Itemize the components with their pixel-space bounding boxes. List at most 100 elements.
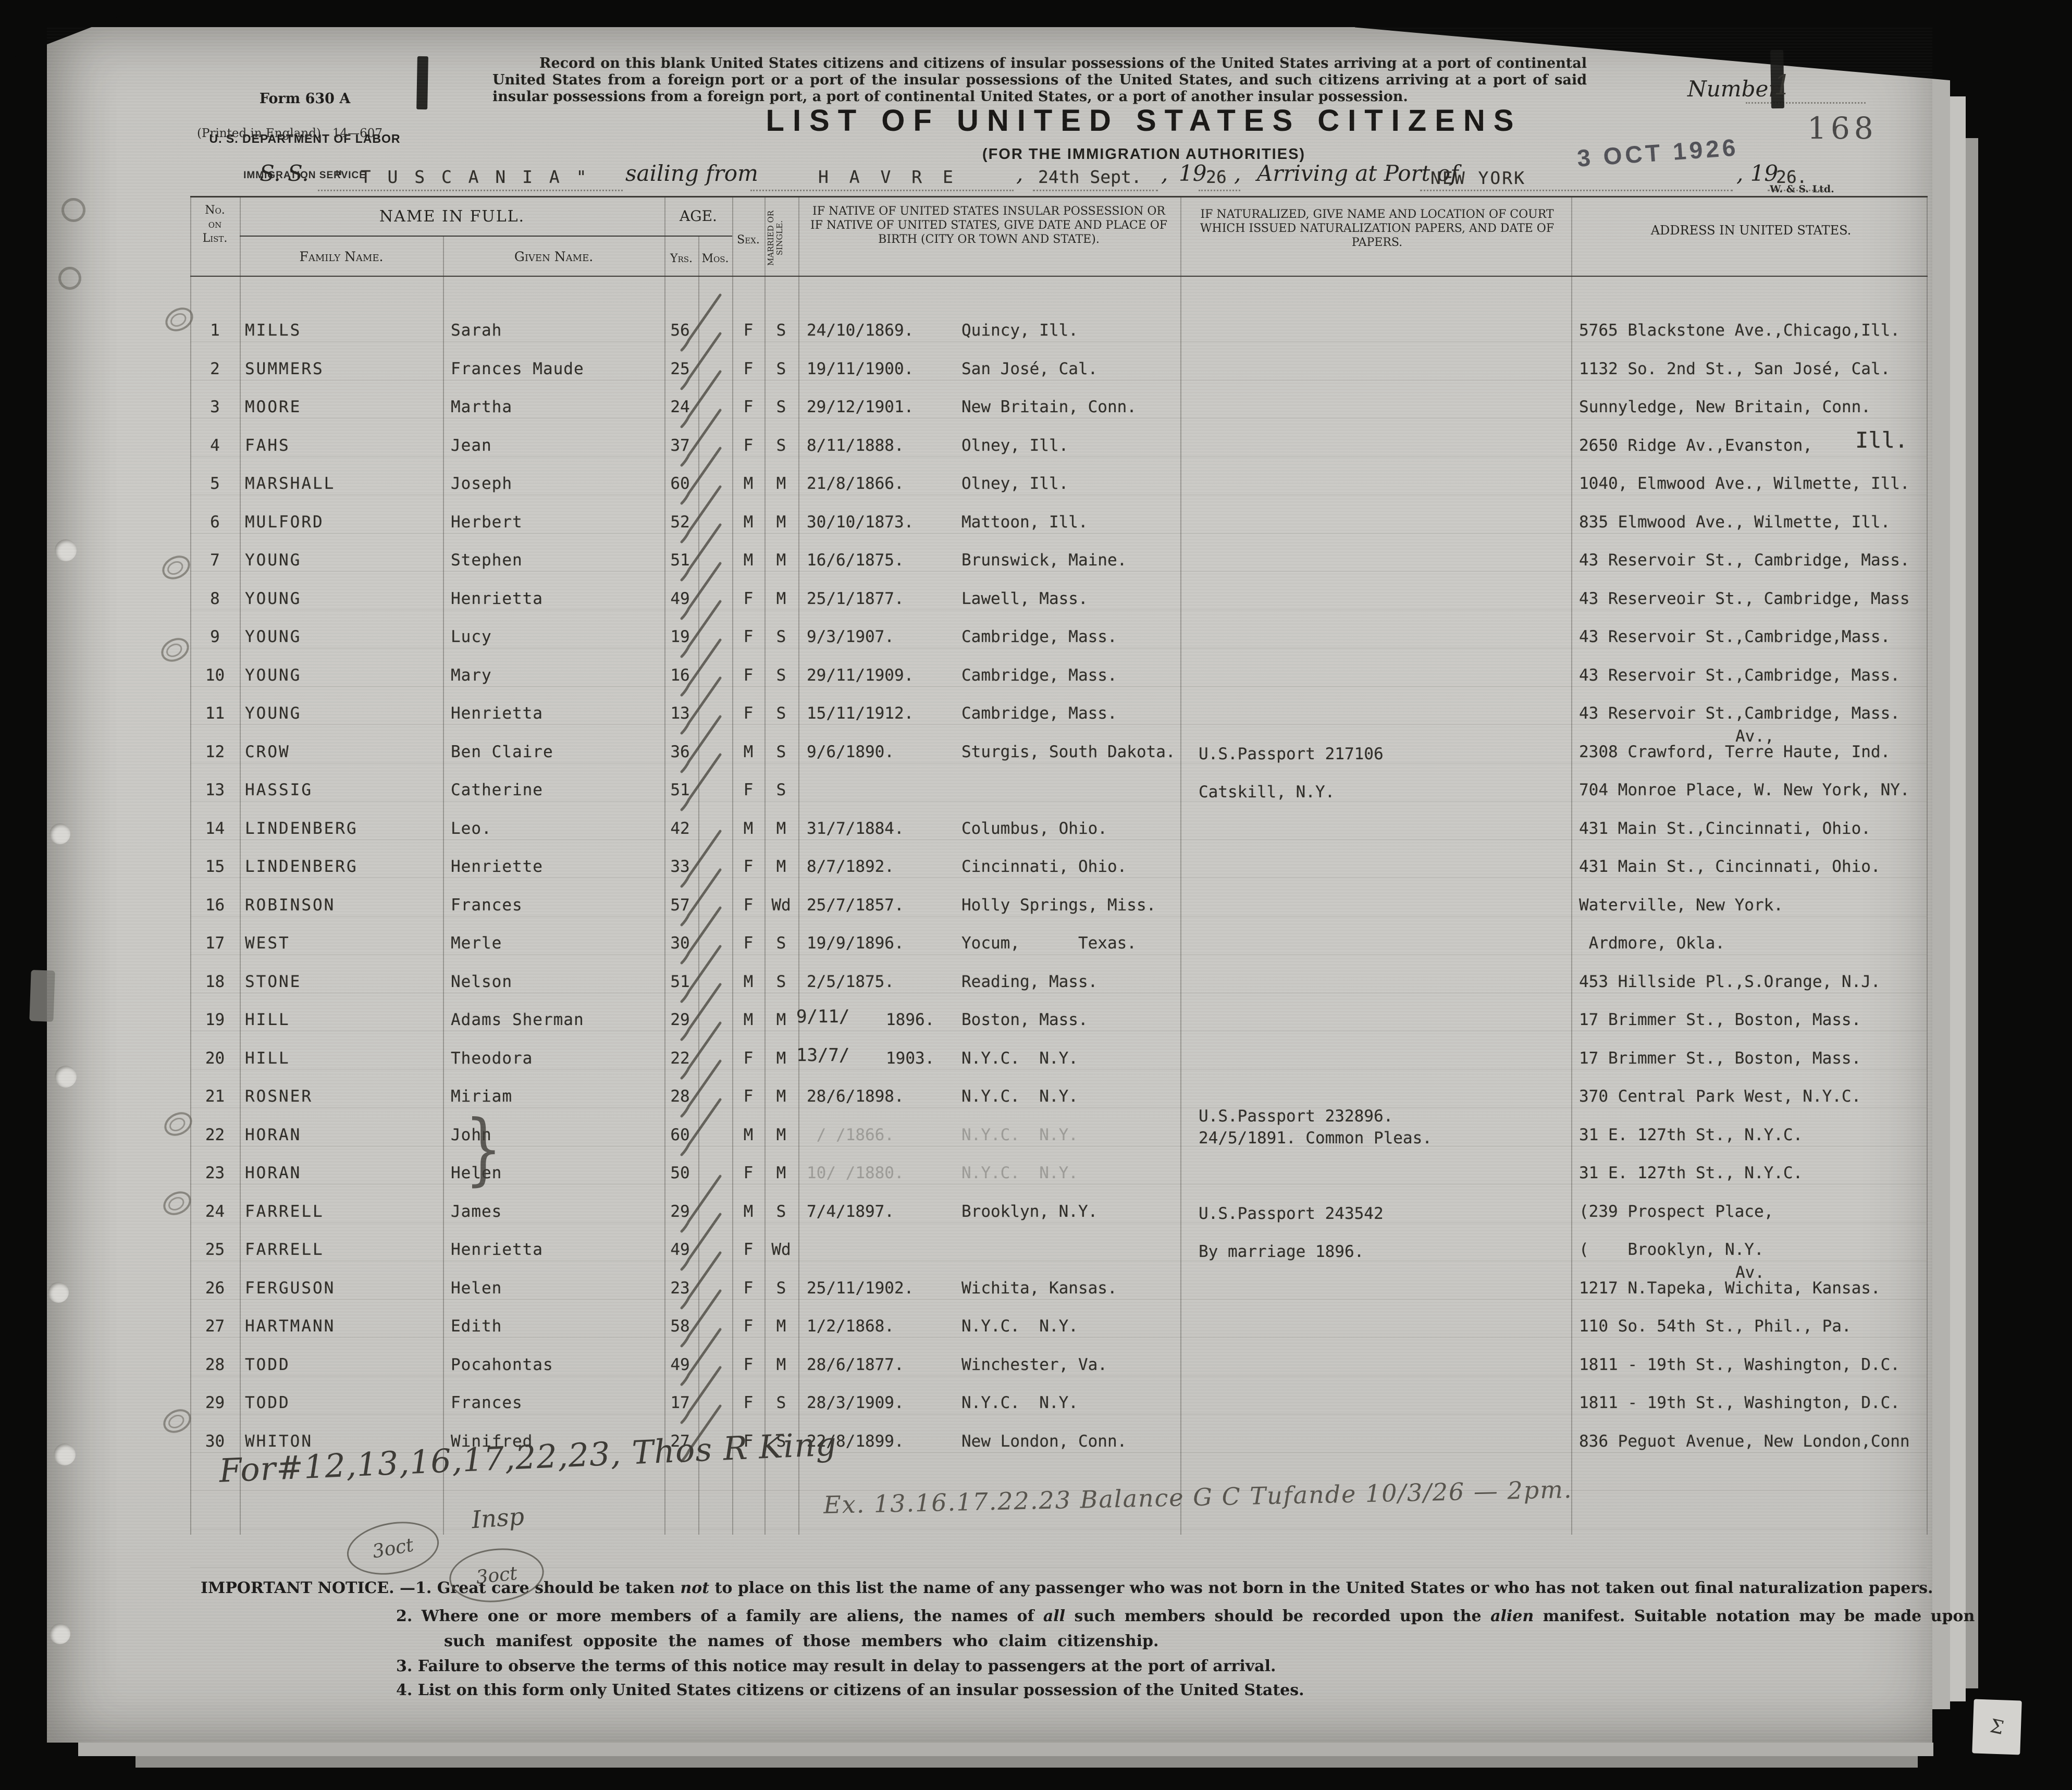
corner-tab: Σ <box>1972 1699 2022 1755</box>
number-dotted-line <box>1746 102 1866 104</box>
check-mark <box>675 1364 727 1427</box>
column-rule <box>798 197 799 1535</box>
row-number: 19 <box>205 1010 225 1029</box>
given-name: Lucy <box>451 627 492 646</box>
document-subtitle: (FOR THE IMMIGRATION AUTHORITIES) <box>982 146 1306 163</box>
sex: F <box>743 1240 754 1259</box>
birth-place: N.Y.C. N.Y. <box>961 1087 1078 1106</box>
birth-place: Cambridge, Mass. <box>961 665 1117 685</box>
birth-date: 1903. <box>886 1048 935 1068</box>
address: Sunnyledge, New Britain, Conn. <box>1579 398 1871 416</box>
given-name: Leo. <box>451 819 492 838</box>
birth-date: 30/10/1873. <box>807 512 914 532</box>
given-name: Frances <box>451 1393 523 1412</box>
address: 5765 Blackstone Ave.,Chicago,Ill. <box>1579 321 1900 340</box>
arrival-port: NEW YORK <box>1430 168 1526 188</box>
given-name: Henrietta <box>451 589 543 608</box>
family-name: SUMMERS <box>245 359 324 378</box>
address: 1132 So. 2nd St., San José, Cal. <box>1579 359 1891 378</box>
paper-sheet <box>47 27 1932 1743</box>
sex: F <box>743 436 754 455</box>
family-name: TODD <box>245 1393 290 1412</box>
given-name: Winifred <box>451 1431 533 1451</box>
sex: M <box>743 972 754 991</box>
birth-date: 25/7/1857. <box>807 895 904 915</box>
sex: F <box>743 321 754 340</box>
check-mark <box>675 1250 727 1312</box>
address-second-line: Av. <box>1735 1263 1765 1282</box>
marital-status: M <box>776 857 786 876</box>
given-name: Adams Sherman <box>451 1010 584 1029</box>
birth-date: 25/11/1902. <box>807 1278 914 1298</box>
marital-status: M <box>776 1048 786 1068</box>
address: 835 Elmwood Ave., Wilmette, Ill. <box>1579 512 1891 532</box>
column-header-number: No. on List. <box>202 204 228 245</box>
table-row: 5 MARSHALL Joseph 60 M M 21/8/1866. Olney, Ill.… <box>0 447 2072 511</box>
family-name: FAHS <box>245 436 290 455</box>
address: 31 E. 127th St., N.Y.C. <box>1579 1125 1803 1144</box>
marital-status: S <box>776 627 786 646</box>
family-name: FARRELL <box>245 1202 324 1221</box>
binder-ring-mark <box>61 198 85 222</box>
age-years: 16 <box>670 665 690 685</box>
age-years: 28 <box>670 1087 690 1106</box>
family-name: MULFORD <box>245 512 324 532</box>
family-name: LINDENBERG <box>245 819 358 838</box>
address: 31 E. 127th St., N.Y.C. <box>1579 1164 1803 1182</box>
table-row: 21 ROSNER Miriam 28 F M 28/6/1898. N.Y.C. N.Y. 3… <box>0 1059 2072 1124</box>
sex: M <box>743 551 754 570</box>
birth-place: Lawell, Mass. <box>961 589 1088 608</box>
family-name: HARTMANN <box>245 1317 336 1336</box>
age-years: 19 <box>670 627 690 646</box>
document-title: LIST OF UNITED STATES CITIZENS <box>766 104 1522 138</box>
number-label: Number <box>1687 76 1779 102</box>
given-name: Miriam <box>451 1087 512 1106</box>
given-name: Henriette <box>451 857 543 876</box>
marital-status: S <box>776 1202 786 1221</box>
row-number: 11 <box>205 704 225 723</box>
table-row: 30 WHITON Winifred 27 F S 22/8/1899. New London… <box>0 1404 2072 1468</box>
header-bottom-rule <box>190 276 1928 277</box>
address: 370 Central Park West, N.Y.C. <box>1579 1087 1861 1106</box>
punch-hole <box>55 539 77 561</box>
marital-status: M <box>776 1317 786 1336</box>
page-stack-edge <box>1950 96 1966 1701</box>
column-rule <box>664 197 665 1535</box>
birth-date: 8/11/1888. <box>807 436 904 455</box>
birth-date: 28/6/1877. <box>807 1355 904 1374</box>
row-number: 9 <box>210 627 220 646</box>
marital-status: Wd <box>771 895 791 915</box>
address: (239 Prospect Place, <box>1579 1202 1774 1221</box>
birth-date: 1896. <box>886 1010 935 1029</box>
given-name: Pocahontas <box>451 1355 553 1374</box>
table-row: 19 HILL Adams Sherman 29 M M 9/11/1896. Boston,… <box>0 983 2072 1047</box>
address: 1811 - 19th St., Washington, D.C. <box>1579 1393 1900 1412</box>
table-row: 1 MILLS Sarah 56 F S 24/10/1869. Quincy, Ill. 57… <box>0 293 2072 357</box>
check-mark <box>675 1403 727 1465</box>
check-mark <box>675 598 727 661</box>
address: 43 Reservoir St.,Cambridge, Mass. <box>1579 665 1900 685</box>
check-mark <box>675 981 727 1044</box>
birth-date: 21/8/1866. <box>807 474 904 493</box>
marital-status: S <box>776 436 786 455</box>
check-mark <box>675 560 727 623</box>
family-name: LINDENBERG <box>245 857 358 876</box>
table-row: 6 MULFORD Herbert 52 M M 30/10/1873. Mattoon, I… <box>0 485 2072 549</box>
column-header-years: Yrs. <box>670 252 693 265</box>
printer-mark: W. & S. Ltd. <box>1770 183 1834 195</box>
address: 2308 Crawford, Terre Haute, Ind. <box>1579 742 1891 761</box>
row-rule <box>190 1452 1927 1453</box>
page-number-stamp: 168 <box>1807 110 1878 146</box>
family-name: WHITON <box>245 1431 313 1451</box>
age-years: 60 <box>670 1125 690 1144</box>
page-stack-edge <box>1932 73 1950 1709</box>
family-name: ROSNER <box>245 1087 313 1106</box>
family-name: CROW <box>245 742 290 761</box>
age-years: 33 <box>670 857 690 876</box>
comma: , <box>1161 161 1168 186</box>
page-stack-edge <box>78 1743 1933 1756</box>
check-mark <box>675 713 727 776</box>
address: 43 Reservoir St., Cambridge, Mass. <box>1579 551 1910 570</box>
table-row: 15 LINDENBERG Henriette 33 F M 8/7/1892. Cincin… <box>0 830 2072 894</box>
column-header-address: ADDRESS IN UNITED STATES. <box>1650 223 1852 238</box>
